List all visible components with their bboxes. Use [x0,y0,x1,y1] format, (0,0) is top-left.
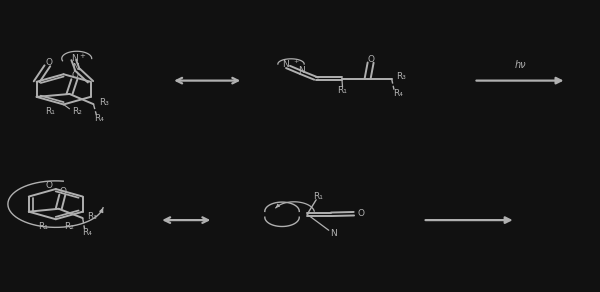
Text: R₃: R₃ [99,98,109,107]
Text: hν: hν [514,60,526,70]
Text: O: O [71,72,79,81]
Text: R₁: R₁ [314,192,323,201]
Text: N: N [71,54,78,63]
Text: R₁: R₁ [46,107,55,116]
Text: +: + [79,53,85,59]
Text: R₄: R₄ [95,114,104,123]
Text: R₄: R₄ [392,88,403,98]
Text: R₁: R₁ [338,86,347,95]
Text: R₂: R₂ [72,107,82,116]
Text: R₄: R₄ [83,227,92,237]
Text: O: O [358,208,365,218]
Text: O: O [368,55,375,64]
Text: R₃: R₃ [88,212,97,221]
Text: O: O [45,58,52,67]
Text: N: N [330,229,337,238]
Text: +: + [293,59,298,64]
Text: O: O [59,187,67,196]
Text: O: O [45,181,52,190]
Text: R₁: R₁ [38,222,47,231]
Text: R₂: R₂ [64,222,74,231]
Text: N: N [72,63,79,72]
Text: N: N [298,66,305,75]
Text: N: N [282,60,289,69]
Text: R₃: R₃ [396,72,406,81]
